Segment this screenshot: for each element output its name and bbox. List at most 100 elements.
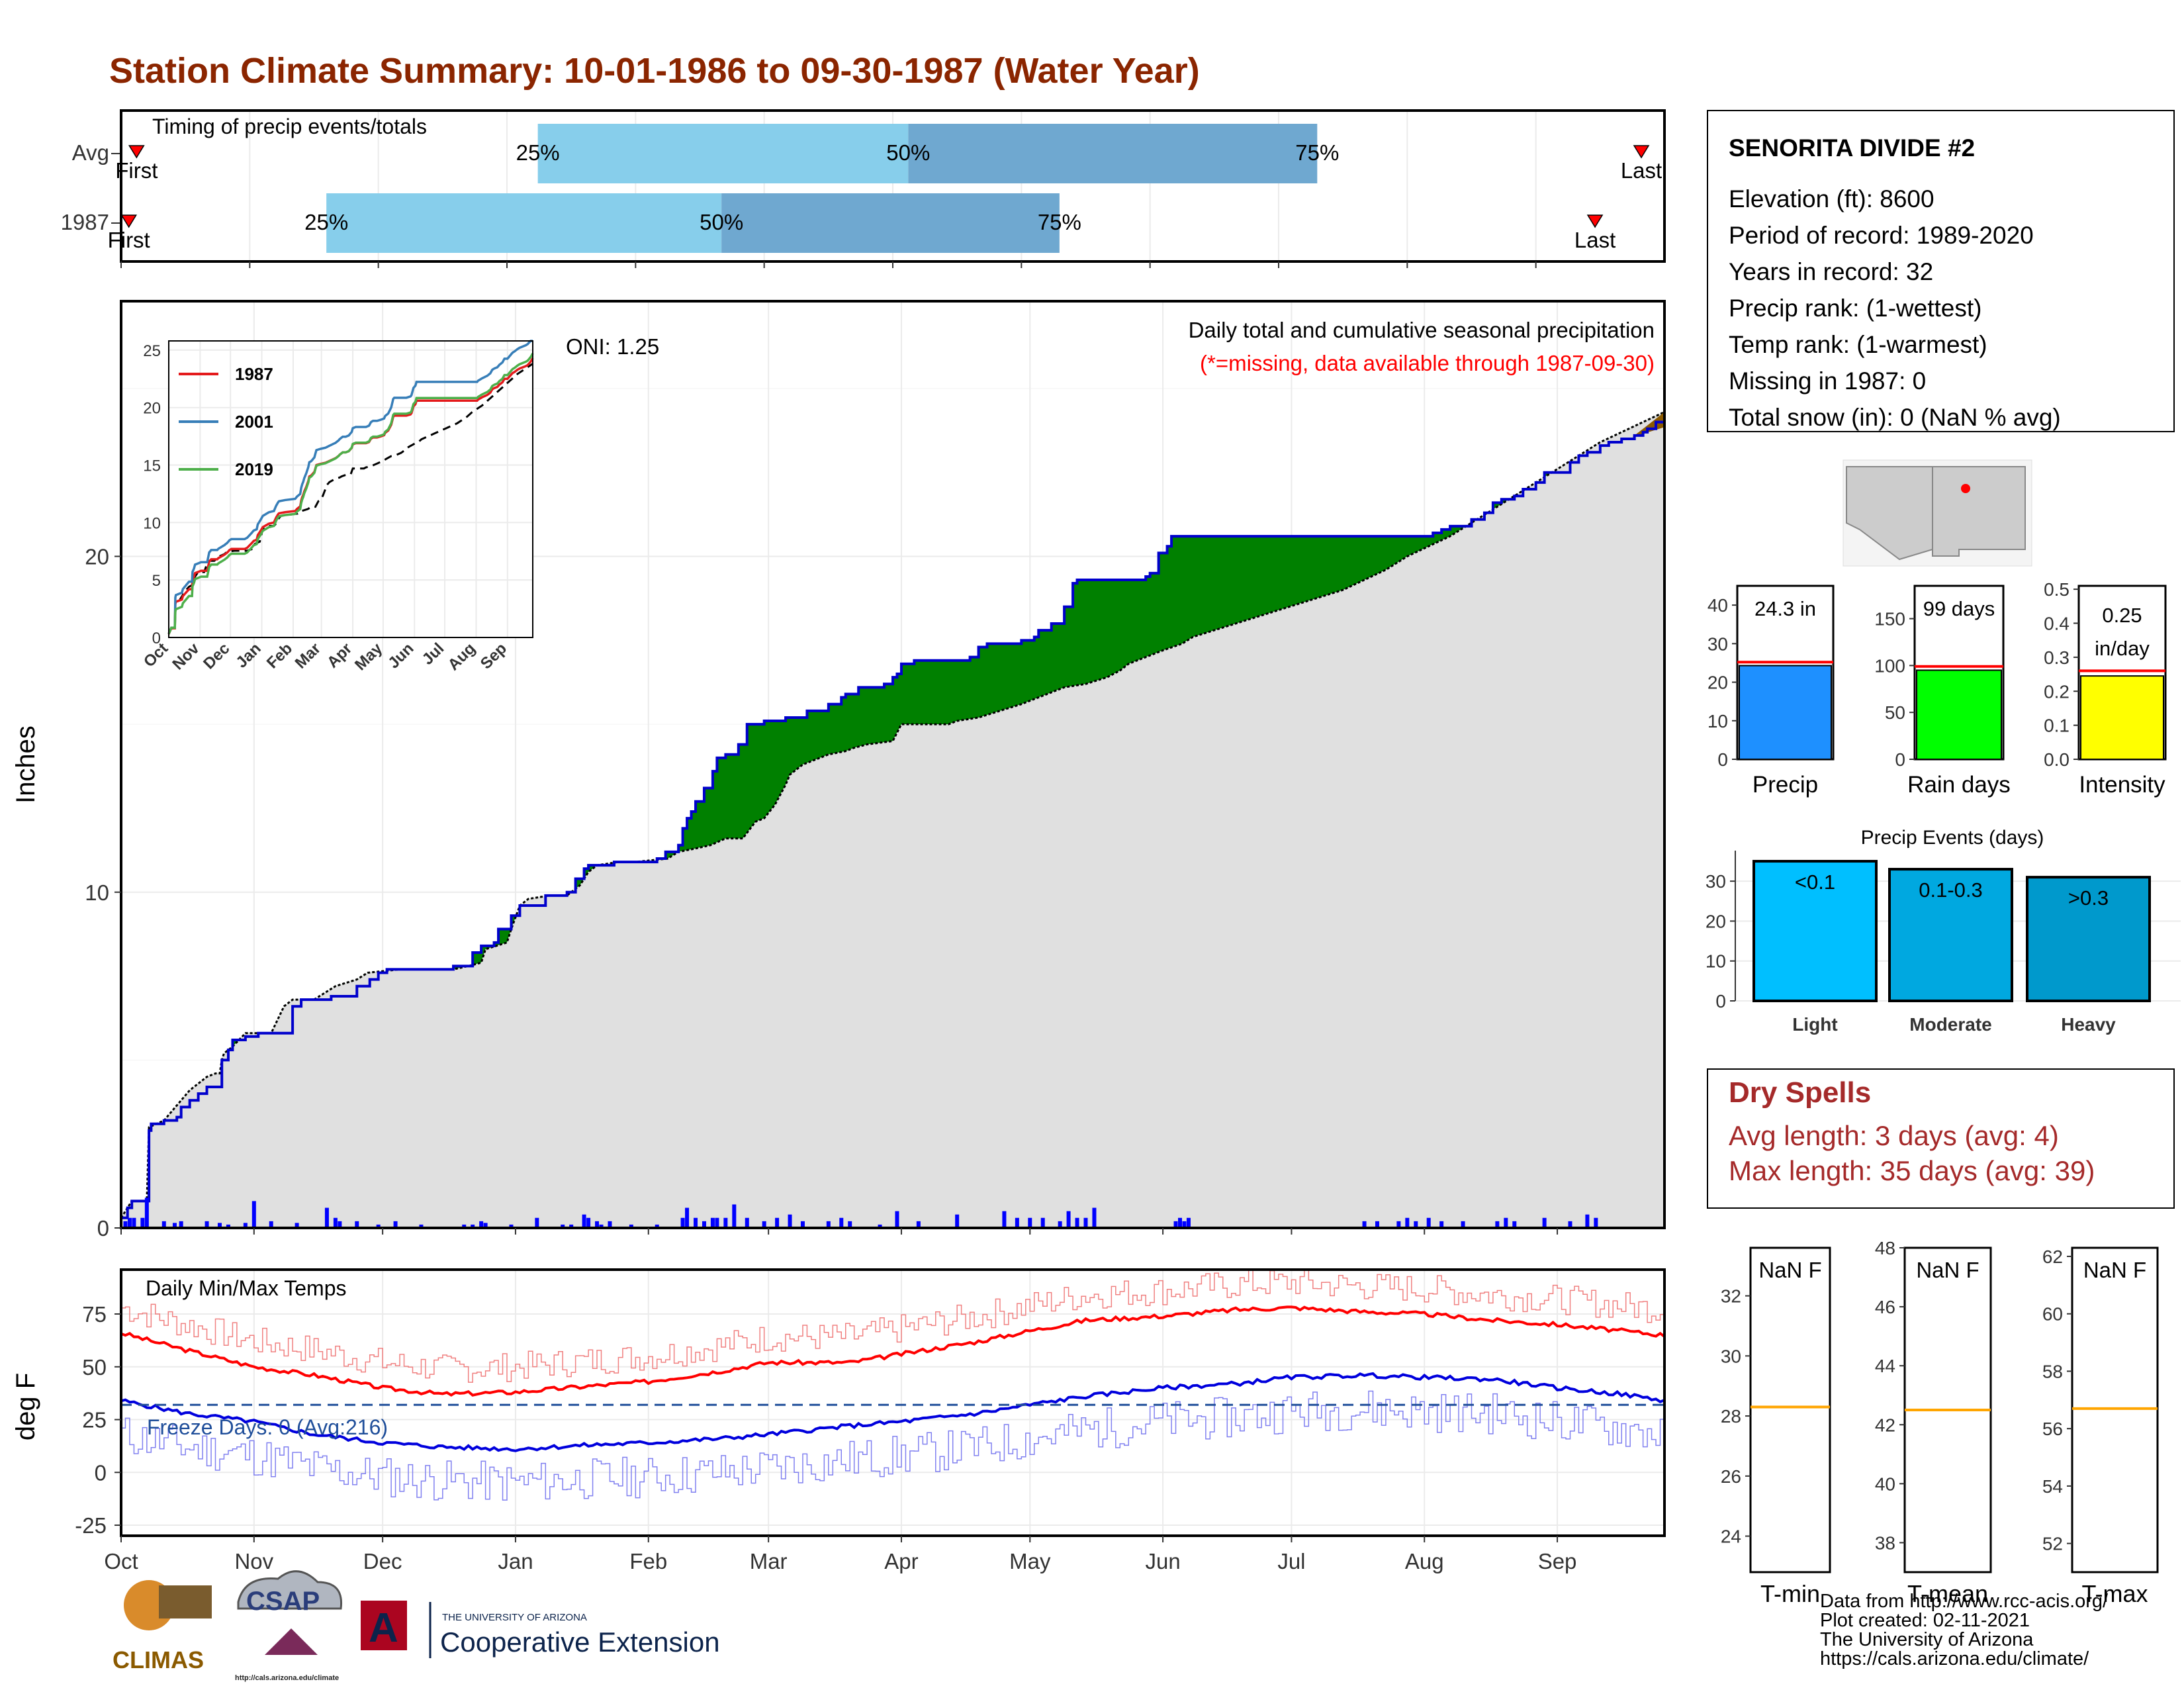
precip-chart: 0 10 20 Inches Daily total and cumulative se… <box>11 300 1666 1241</box>
climas-logo: CLIMAS <box>113 1580 212 1673</box>
station-info-line: Missing in 1987: 0 <box>1729 367 1926 395</box>
last-label: Last <box>1621 158 1662 183</box>
daily-precip-bar <box>179 1221 183 1228</box>
daily-precip-bar <box>1396 1221 1401 1228</box>
page-title: Station Climate Summary: 10-01-1986 to 0… <box>109 51 1200 91</box>
events-title: Precip Events (days) <box>1861 827 2044 849</box>
month-label: Sep <box>1538 1549 1577 1573</box>
station-info-line: Period of record: 1989-2020 <box>1729 222 2034 249</box>
temps-bg <box>121 1270 1664 1536</box>
daily-precip-bar <box>338 1221 342 1228</box>
daily-precip-bar <box>1040 1217 1045 1228</box>
timing-bar-50-75 <box>908 124 1318 183</box>
daily-precip-bar <box>916 1221 921 1228</box>
events-category: Moderate <box>1909 1014 1991 1035</box>
precip-border <box>120 300 1666 1229</box>
temp-box-value: NaN F <box>1758 1258 1821 1282</box>
daily-precip-bar <box>1182 1221 1187 1228</box>
footer-credit-line: The University of Arizona <box>1820 1629 2034 1650</box>
daily-max-temp-line <box>121 1268 1665 1383</box>
inset-ytick-label: 15 <box>143 457 161 475</box>
temp-chart: Daily Min/Max Temps Freeze Days: 0 (Avg:2… <box>11 1268 1666 1573</box>
summary-ytick-label: 10 <box>1707 711 1728 731</box>
temps-ytick-label: 0 <box>95 1460 107 1485</box>
daily-precip-bar <box>839 1217 844 1228</box>
inset-legend-label: 2019 <box>235 459 273 479</box>
temp-box-ytick-label: 48 <box>1875 1238 1895 1258</box>
ua-small-text: THE UNIVERSITY OF ARIZONA <box>442 1612 587 1623</box>
timing-row-label: Avg <box>72 140 109 165</box>
daily-precip-bar <box>132 1217 136 1228</box>
dry-spells-avg: Avg length: 3 days (avg: 4) <box>1729 1120 2059 1151</box>
station-info-line: Years in record: 32 <box>1729 258 1933 285</box>
timing-pct-label: 25% <box>516 140 560 165</box>
timing-row-label: 1987 <box>61 210 109 234</box>
ua-logo: A THE UNIVERSITY OF ARIZONA Cooperative … <box>361 1601 720 1658</box>
timing-title: Timing of precip events/totals <box>152 115 427 138</box>
daily-precip-bar <box>655 1224 659 1228</box>
summary-xlabel: Rain days <box>1907 772 2011 798</box>
temps-ytick-label: -25 <box>75 1513 107 1538</box>
daily-precip-bar <box>762 1221 766 1228</box>
footer-credit-line: Plot created: 02-11-2021 <box>1820 1610 2030 1631</box>
daily-precip-bar <box>848 1221 852 1228</box>
daily-precip-bar <box>1066 1211 1071 1228</box>
avg-min-temp-line <box>120 1372 1665 1452</box>
precip-events-chart: Precip Events (days) 0 10 20 30 <0.1 Light 0.1-… <box>1706 827 2181 1035</box>
temp-box-ytick-label: 46 <box>1875 1297 1895 1317</box>
daily-precip-bar <box>205 1221 209 1228</box>
freeze-note: Freeze Days: 0 (Avg:216) <box>147 1415 388 1439</box>
daily-precip-bar <box>732 1204 737 1228</box>
events-category: Heavy <box>2061 1014 2116 1035</box>
daily-precip-bar <box>1186 1217 1191 1228</box>
temp-boxes: 24 26 28 30 32 NaN F T-min 38 40 42 44 46 48 NaN F T-m… <box>1721 1238 2159 1607</box>
temp-box-ytick-label: 44 <box>1875 1356 1895 1376</box>
temp-box-ytick-label: 28 <box>1721 1406 1741 1427</box>
precip-ylabel: Inches <box>11 726 40 804</box>
temp-box-ytick-label: 42 <box>1875 1415 1895 1435</box>
daily-precip-bar <box>217 1223 222 1228</box>
dry-spells-title: Dry Spells <box>1729 1076 1871 1109</box>
summary-bar-rain_days <box>1916 669 2002 761</box>
station-location-marker <box>1961 484 1970 493</box>
daily-precip-bar <box>123 1221 128 1228</box>
daily-precip-bar <box>1439 1221 1444 1228</box>
daily-precip-bar <box>599 1224 604 1228</box>
first-marker <box>128 145 145 159</box>
daily-precip-bar <box>1512 1221 1517 1228</box>
daily-min-temp-line <box>121 1390 1665 1501</box>
month-label: Jan <box>498 1549 533 1573</box>
inset-series-2019 <box>167 352 534 635</box>
daily-precip-bar <box>535 1217 539 1228</box>
missing-note: (*=missing, data available through 1987-… <box>1200 351 1655 375</box>
cumulative-1987-line <box>121 412 1666 1219</box>
daily-precip-bar <box>1504 1217 1508 1228</box>
oni-label: ONI: 1.25 <box>566 334 659 359</box>
daily-precip-bar <box>376 1224 381 1228</box>
daily-precip-bar <box>471 1224 475 1228</box>
daily-precip-bar <box>1173 1221 1178 1228</box>
inset-ytick-label: 20 <box>143 400 161 418</box>
daily-precip-bar <box>745 1217 749 1228</box>
daily-precip-bar <box>788 1214 792 1228</box>
timing-bar-25-50 <box>326 193 722 253</box>
temps-ytick-label: 50 <box>82 1355 107 1380</box>
daily-precip-bar <box>1461 1221 1465 1228</box>
daily-precip-bar <box>1375 1221 1379 1228</box>
daily-precip-bar <box>1178 1217 1183 1228</box>
month-label: Aug <box>1405 1549 1444 1573</box>
daily-precip-bar <box>1594 1217 1598 1228</box>
csap-logo: CSAP http://cals.arizona.edu/climate <box>235 1570 343 1682</box>
temp-box-ytick-label: 56 <box>2042 1419 2063 1439</box>
daily-precip-bar <box>1426 1217 1431 1228</box>
daily-precip-bar <box>462 1224 467 1228</box>
station-info-line: Total snow (in): 0 (NaN % avg) <box>1729 404 2061 431</box>
temp-box-value: NaN F <box>1916 1258 1979 1282</box>
summary-value-label: 99 days <box>1923 597 1995 620</box>
csap-logo-text: CSAP <box>246 1587 320 1616</box>
daily-precip-bar <box>1542 1217 1547 1228</box>
events-bar-label: >0.3 <box>2068 886 2109 910</box>
summary-xlabel: Precip <box>1752 772 1818 798</box>
daily-precip-bar <box>685 1207 690 1228</box>
summary-bar-intensity <box>2080 675 2164 761</box>
